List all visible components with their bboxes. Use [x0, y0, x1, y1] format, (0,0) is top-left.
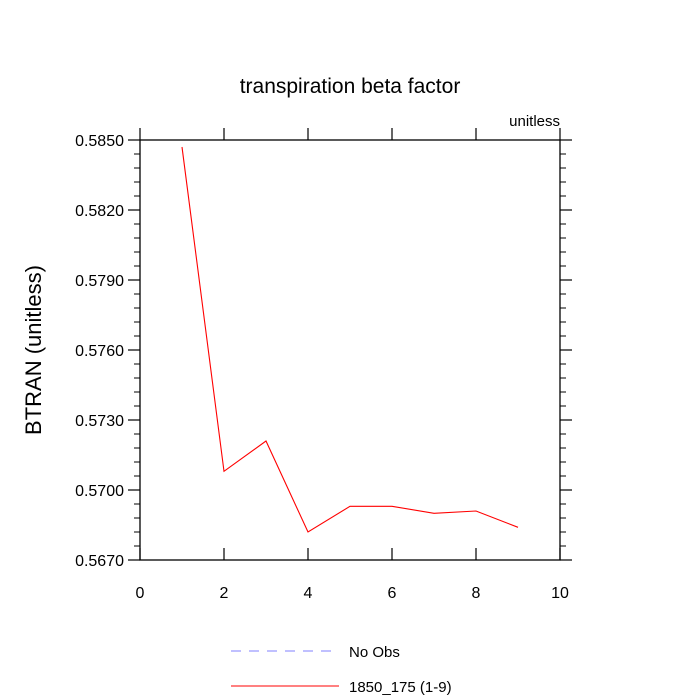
x-tick-label: 8	[472, 585, 481, 602]
x-tick-label: 10	[551, 585, 569, 602]
y-tick-label: 0.5700	[75, 483, 124, 500]
x-tick-label: 0	[136, 585, 145, 602]
legend-label-series: 1850_175 (1-9)	[349, 679, 452, 696]
x-tick-label: 2	[220, 585, 229, 602]
y-axis-label: BTRAN (unitless)	[21, 265, 46, 435]
series-line	[181, 146, 519, 533]
y-tick-label: 0.5730	[75, 413, 124, 430]
axes: 0 2 4 6 8 10 0.5670 0.5700 0.5730 0.5760 0.5790 0.5…	[75, 128, 572, 602]
y-tick-label: 0.5850	[75, 133, 124, 150]
chart-title: transpiration beta factor	[240, 75, 461, 98]
y-tick-label: 0.5820	[75, 203, 124, 220]
legend-label-no-obs: No Obs	[349, 644, 400, 661]
y-tick-label: 0.5790	[75, 273, 124, 290]
y-tick-label: 0.5670	[75, 553, 124, 570]
units-label: unitless	[509, 113, 560, 130]
legend: No Obs 1850_175 (1-9)	[231, 644, 452, 696]
x-tick-label: 4	[304, 585, 313, 602]
y-tick-label: 0.5760	[75, 343, 124, 360]
x-tick-label: 6	[388, 585, 397, 602]
series-layer	[181, 146, 519, 533]
plot-frame	[139, 139, 561, 561]
